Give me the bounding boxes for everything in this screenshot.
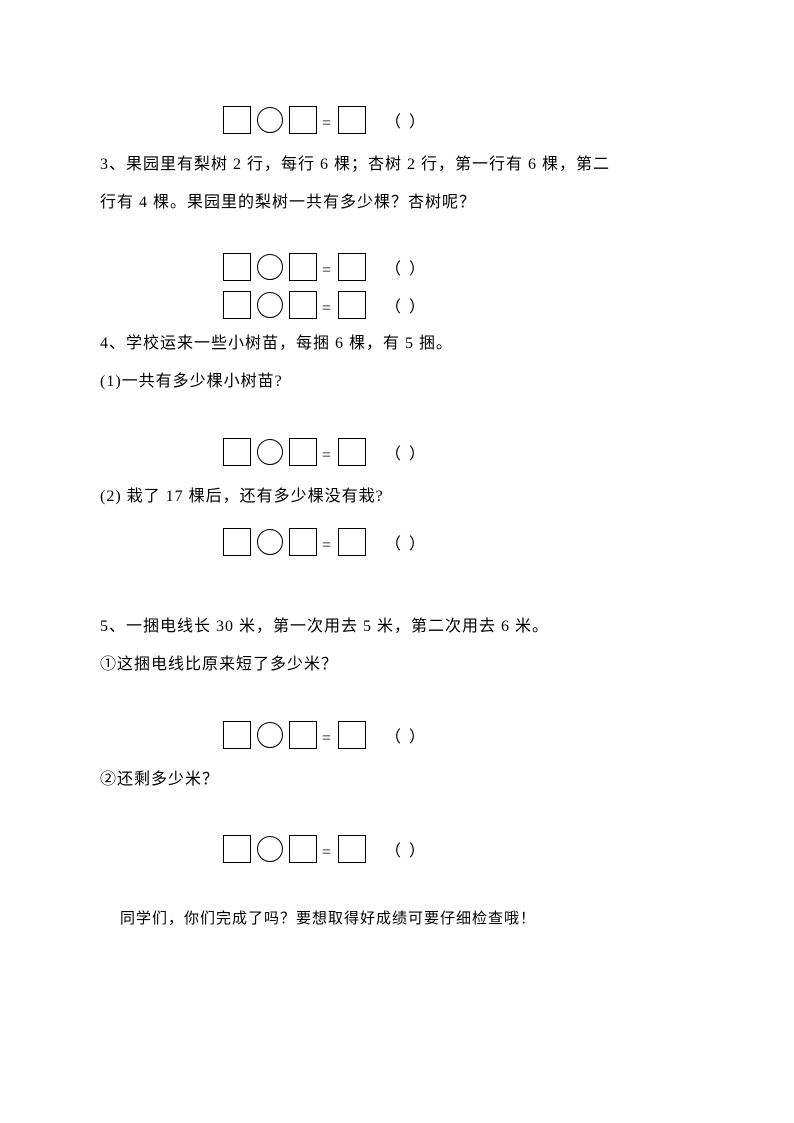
operand-box[interactable]	[223, 438, 251, 466]
operand-box[interactable]	[289, 835, 317, 863]
unit-paren[interactable]: （ ）	[385, 440, 427, 464]
equals-sign: =	[322, 254, 331, 280]
operand-box[interactable]	[289, 253, 317, 281]
equals-sign: =	[322, 836, 331, 862]
q3-text-line2: 行有 4 棵。果园里的梨树一共有多少棵？杏树呢？	[100, 184, 694, 222]
result-box[interactable]	[338, 438, 366, 466]
operator-circle[interactable]	[257, 529, 283, 555]
equals-sign: =	[322, 439, 331, 465]
result-box[interactable]	[338, 291, 366, 319]
q4-part2: (2) 栽了 17 棵后，还有多少棵没有栽?	[100, 478, 694, 516]
q5-part2: ②还剩多少米？	[100, 761, 694, 799]
q3-text-line1: 3、果园里有梨树 2 行，每行 6 棵；杏树 2 行，第一行有 6 棵，第二	[100, 146, 694, 184]
operand-box[interactable]	[289, 721, 317, 749]
result-box[interactable]	[338, 528, 366, 556]
operand-box[interactable]	[223, 106, 251, 134]
q4-intro: 4、学校运来一些小树苗，每捆 6 棵，有 5 捆。	[100, 325, 694, 363]
equals-sign: =	[322, 722, 331, 748]
equation-blank-row: = （ ）	[220, 717, 694, 753]
operand-box[interactable]	[223, 528, 251, 556]
result-box[interactable]	[338, 835, 366, 863]
result-box[interactable]	[338, 106, 366, 134]
operator-circle[interactable]	[257, 107, 283, 133]
result-box[interactable]	[338, 253, 366, 281]
equation-blank-row: = （ ）	[220, 287, 694, 323]
equation-blank-row: = （ ）	[220, 831, 694, 867]
unit-paren[interactable]: （ ）	[385, 255, 427, 279]
equation-blank-row: = （ ）	[220, 524, 694, 560]
operand-box[interactable]	[223, 721, 251, 749]
operand-box[interactable]	[289, 438, 317, 466]
document-page: = （ ） 3、果园里有梨树 2 行，每行 6 棵；杏树 2 行，第一行有 6 …	[0, 0, 794, 1123]
operator-circle[interactable]	[257, 439, 283, 465]
footer-note: 同学们，你们完成了吗？要想取得好成绩可要仔细检查哦！	[120, 907, 694, 928]
operand-box[interactable]	[289, 106, 317, 134]
equals-sign: =	[322, 529, 331, 555]
unit-paren[interactable]: （ ）	[385, 837, 427, 861]
result-box[interactable]	[338, 721, 366, 749]
equation-blank-row: = （ ）	[220, 102, 694, 138]
operand-box[interactable]	[223, 835, 251, 863]
unit-paren[interactable]: （ ）	[385, 293, 427, 317]
operator-circle[interactable]	[257, 836, 283, 862]
operand-box[interactable]	[289, 291, 317, 319]
unit-paren[interactable]: （ ）	[385, 723, 427, 747]
q5-intro: 5、一捆电线长 30 米，第一次用去 5 米，第二次用去 6 米。	[100, 608, 694, 646]
equation-blank-row: = （ ）	[220, 249, 694, 285]
equals-sign: =	[322, 292, 331, 318]
q4-part1: (1)一共有多少棵小树苗?	[100, 363, 694, 401]
equation-blank-row: = （ ）	[220, 434, 694, 470]
operand-box[interactable]	[223, 253, 251, 281]
unit-paren[interactable]: （ ）	[385, 108, 427, 132]
operand-box[interactable]	[289, 528, 317, 556]
q5-part1: ①这捆电线比原来短了多少米？	[100, 646, 694, 684]
operator-circle[interactable]	[257, 292, 283, 318]
operator-circle[interactable]	[257, 722, 283, 748]
equals-sign: =	[322, 107, 331, 133]
operand-box[interactable]	[223, 291, 251, 319]
unit-paren[interactable]: （ ）	[385, 530, 427, 554]
operator-circle[interactable]	[257, 254, 283, 280]
